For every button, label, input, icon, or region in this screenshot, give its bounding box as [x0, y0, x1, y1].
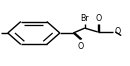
Text: O: O — [114, 27, 120, 36]
Text: O: O — [78, 42, 84, 51]
Text: O: O — [95, 14, 101, 23]
Text: Br: Br — [80, 14, 89, 23]
